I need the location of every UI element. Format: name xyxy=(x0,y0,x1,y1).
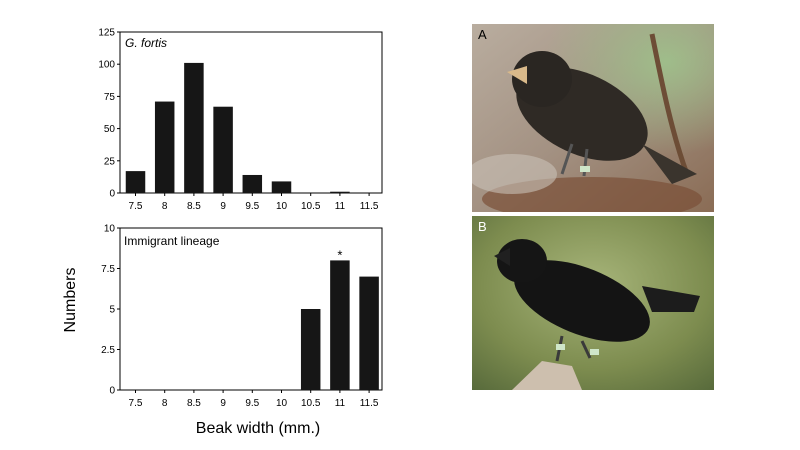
y-tick-label: 10 xyxy=(104,224,116,235)
y-tick-label: 75 xyxy=(104,92,116,103)
bar-10 xyxy=(271,181,292,193)
x-axis-ticks: 7.5 8 8.5 9 9.5 10 10.5 11 11.5 xyxy=(129,390,379,409)
bar-group xyxy=(125,62,350,193)
x-tick-label: 11 xyxy=(335,201,346,212)
panel-title: G. fortis xyxy=(125,36,167,50)
x-tick-label: 9 xyxy=(220,398,226,409)
annotation-group: * xyxy=(337,247,342,262)
x-tick-label: 8 xyxy=(162,398,168,409)
y-tick-label: 0 xyxy=(109,189,115,200)
x-tick-label: 10.5 xyxy=(301,201,321,212)
x-tick-label: 7.5 xyxy=(129,398,143,409)
significance-marker: * xyxy=(337,247,342,262)
y-tick-label: 50 xyxy=(104,124,116,135)
y-tick-label: 0 xyxy=(109,386,115,397)
bar-11 xyxy=(330,191,350,193)
bar-11 xyxy=(330,260,350,390)
y-axis-ticks: 0 2.5 5 7.5 10 xyxy=(101,224,120,397)
bar-9 xyxy=(213,106,233,193)
x-tick-label: 9 xyxy=(220,201,226,212)
x-tick-label: 9.5 xyxy=(245,201,259,212)
x-axis-label: Beak width (mm.) xyxy=(196,420,320,437)
y-tick-label: 2.5 xyxy=(101,345,115,356)
x-tick-label: 11.5 xyxy=(360,398,379,409)
x-tick-label: 7.5 xyxy=(129,201,143,212)
y-axis-label: Numbers xyxy=(62,268,79,333)
photo-label-a: A xyxy=(478,27,487,42)
bar-8 xyxy=(154,101,175,193)
y-tick-label: 7.5 xyxy=(101,264,115,275)
chart-panel-g-fortis: G. fortis 0 25 50 75 100 125 7.5 8 8.5 9 9.5 10 10.… xyxy=(98,28,383,212)
x-tick-label: 10 xyxy=(276,201,288,212)
bar-10.5 xyxy=(300,309,321,390)
x-tick-label: 8 xyxy=(162,201,168,212)
x-tick-label: 10 xyxy=(276,398,288,409)
y-tick-label: 25 xyxy=(104,156,116,167)
finch-image-b xyxy=(472,216,714,390)
x-tick-label: 10.5 xyxy=(301,398,321,409)
y-tick-label: 100 xyxy=(98,60,115,71)
bar-9.5 xyxy=(242,174,263,193)
y-tick-label: 125 xyxy=(98,28,115,39)
finch-photo-b: B xyxy=(472,216,714,390)
bar-group xyxy=(300,260,379,390)
x-axis-ticks: 7.5 8 8.5 9 9.5 10 10.5 11 11.5 xyxy=(129,193,379,212)
finch-photo-a: A xyxy=(472,24,714,212)
bar-7.5 xyxy=(125,171,146,193)
y-axis-ticks: 0 25 50 75 100 125 xyxy=(98,28,120,200)
finch-image-a xyxy=(472,24,714,212)
y-tick-label: 5 xyxy=(109,305,115,316)
chart-panel-immigrant-lineage: Immigrant lineage 0 2.5 5 7.5 10 7.5 8 8.5 9 9.5… xyxy=(101,224,383,409)
x-tick-label: 8.5 xyxy=(187,398,201,409)
bar-11.5 xyxy=(359,276,379,390)
x-tick-label: 11 xyxy=(335,398,346,409)
bar-8.5 xyxy=(184,62,204,193)
x-tick-label: 9.5 xyxy=(245,398,259,409)
x-tick-label: 8.5 xyxy=(187,201,201,212)
x-tick-label: 11.5 xyxy=(360,201,379,212)
photo-label-b: B xyxy=(478,219,487,234)
panel-title: Immigrant lineage xyxy=(124,234,220,248)
